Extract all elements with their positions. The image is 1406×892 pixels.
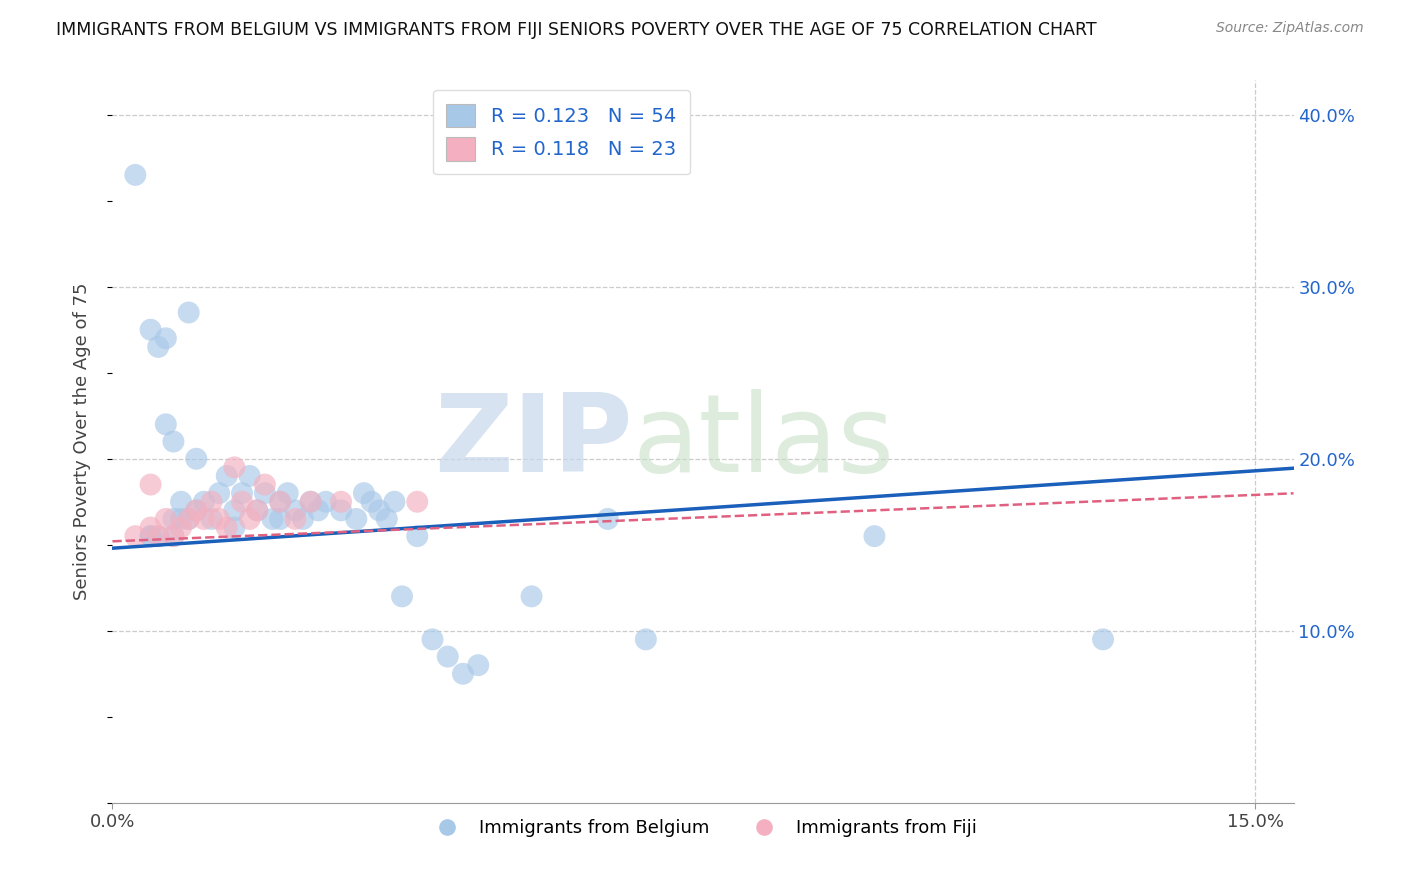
Point bbox=[360, 494, 382, 508]
Point bbox=[634, 632, 657, 647]
Point bbox=[139, 529, 162, 543]
Point bbox=[200, 512, 222, 526]
Point bbox=[406, 529, 429, 543]
Point bbox=[277, 486, 299, 500]
Point bbox=[193, 512, 215, 526]
Point bbox=[253, 477, 276, 491]
Point bbox=[186, 503, 208, 517]
Point bbox=[170, 494, 193, 508]
Point bbox=[353, 486, 375, 500]
Point bbox=[224, 503, 246, 517]
Point bbox=[139, 323, 162, 337]
Point bbox=[148, 529, 170, 543]
Point bbox=[215, 520, 238, 534]
Point bbox=[186, 503, 208, 517]
Point bbox=[155, 331, 177, 345]
Point bbox=[208, 486, 231, 500]
Text: ZIP: ZIP bbox=[433, 389, 633, 494]
Point bbox=[467, 658, 489, 673]
Point bbox=[451, 666, 474, 681]
Point bbox=[375, 512, 398, 526]
Point bbox=[520, 590, 543, 604]
Point bbox=[170, 512, 193, 526]
Point bbox=[177, 512, 200, 526]
Point bbox=[239, 469, 262, 483]
Point bbox=[200, 494, 222, 508]
Point bbox=[208, 512, 231, 526]
Point bbox=[224, 520, 246, 534]
Point bbox=[299, 494, 322, 508]
Point bbox=[330, 494, 353, 508]
Point bbox=[162, 529, 184, 543]
Point bbox=[269, 512, 291, 526]
Text: atlas: atlas bbox=[633, 389, 894, 494]
Point bbox=[162, 529, 184, 543]
Point bbox=[155, 512, 177, 526]
Point bbox=[155, 417, 177, 432]
Point bbox=[253, 486, 276, 500]
Point bbox=[124, 168, 146, 182]
Point bbox=[863, 529, 886, 543]
Point bbox=[162, 434, 184, 449]
Point bbox=[596, 512, 619, 526]
Point bbox=[262, 512, 284, 526]
Point bbox=[284, 503, 307, 517]
Point bbox=[139, 520, 162, 534]
Text: Source: ZipAtlas.com: Source: ZipAtlas.com bbox=[1216, 21, 1364, 35]
Point bbox=[307, 503, 329, 517]
Point bbox=[291, 512, 314, 526]
Point bbox=[330, 503, 353, 517]
Point bbox=[422, 632, 444, 647]
Point bbox=[170, 520, 193, 534]
Point bbox=[344, 512, 367, 526]
Point bbox=[148, 529, 170, 543]
Point bbox=[139, 529, 162, 543]
Point bbox=[186, 451, 208, 466]
Point bbox=[148, 340, 170, 354]
Point bbox=[269, 494, 291, 508]
Point bbox=[246, 503, 269, 517]
Point bbox=[384, 494, 406, 508]
Point bbox=[193, 494, 215, 508]
Point bbox=[269, 494, 291, 508]
Point bbox=[177, 305, 200, 319]
Point bbox=[215, 469, 238, 483]
Point bbox=[368, 503, 391, 517]
Point bbox=[231, 486, 253, 500]
Point bbox=[406, 494, 429, 508]
Point bbox=[239, 512, 262, 526]
Text: IMMIGRANTS FROM BELGIUM VS IMMIGRANTS FROM FIJI SENIORS POVERTY OVER THE AGE OF : IMMIGRANTS FROM BELGIUM VS IMMIGRANTS FR… bbox=[56, 21, 1097, 38]
Point bbox=[284, 512, 307, 526]
Point bbox=[315, 494, 337, 508]
Point bbox=[391, 590, 413, 604]
Point bbox=[124, 529, 146, 543]
Point bbox=[224, 460, 246, 475]
Point bbox=[436, 649, 458, 664]
Point bbox=[246, 503, 269, 517]
Legend: Immigrants from Belgium, Immigrants from Fiji: Immigrants from Belgium, Immigrants from… bbox=[422, 812, 984, 845]
Point bbox=[231, 494, 253, 508]
Point bbox=[1092, 632, 1115, 647]
Point bbox=[139, 477, 162, 491]
Point bbox=[299, 494, 322, 508]
Point bbox=[177, 512, 200, 526]
Point bbox=[162, 512, 184, 526]
Y-axis label: Seniors Poverty Over the Age of 75: Seniors Poverty Over the Age of 75 bbox=[73, 283, 91, 600]
